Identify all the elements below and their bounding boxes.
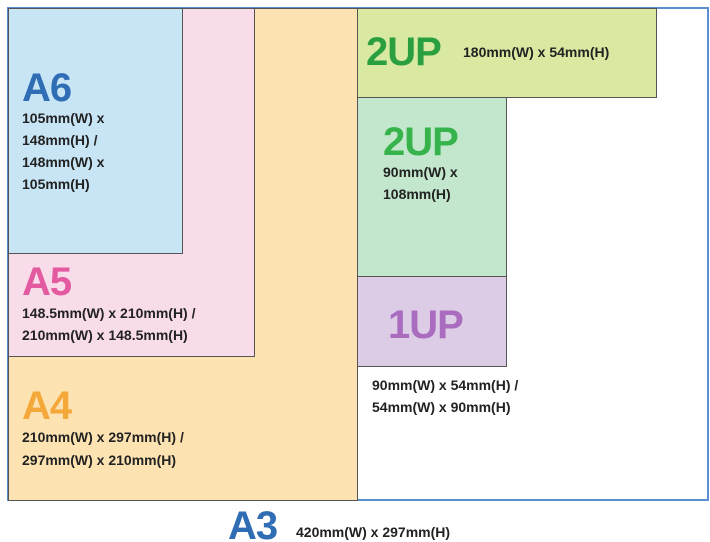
1up-dim: 54mm(W) x 90mm(H) — [372, 399, 511, 415]
a6-label: A6 — [22, 66, 72, 110]
a4-dim: 210mm(W) x 297mm(H) / — [22, 429, 184, 445]
a5-label: A5 — [22, 260, 72, 304]
2up-wide-label: 2UP — [366, 30, 442, 74]
2up-dim: 90mm(W) x — [383, 164, 458, 180]
2up-dim: 108mm(H) — [383, 186, 451, 202]
a6-box — [8, 8, 183, 254]
a5-dim: 148.5mm(W) x 210mm(H) / — [22, 305, 196, 321]
1up-box — [357, 276, 507, 367]
2up-wide-dim: 180mm(W) x 54mm(H) — [463, 44, 610, 60]
a5-dim: 210mm(W) x 148.5mm(H) — [22, 327, 188, 343]
a6-dim: 148mm(H) / — [22, 132, 98, 148]
a6-dim: 148mm(W) x — [22, 154, 105, 170]
a4-label: A4 — [22, 384, 72, 428]
2up-wide-box — [357, 8, 657, 98]
2up-label: 2UP — [383, 120, 459, 164]
a3-dim: 420mm(W) x 297mm(H) — [296, 524, 451, 540]
a3-label: A3 — [228, 504, 278, 542]
2up-box — [357, 97, 507, 277]
1up-dim: 90mm(W) x 54mm(H) / — [372, 377, 519, 393]
1up-label: 1UP — [388, 303, 464, 347]
a6-dim: 105mm(W) x — [22, 110, 105, 126]
a6-dim: 105mm(H) — [22, 176, 90, 192]
a4-dim: 297mm(W) x 210mm(H) — [22, 452, 177, 468]
